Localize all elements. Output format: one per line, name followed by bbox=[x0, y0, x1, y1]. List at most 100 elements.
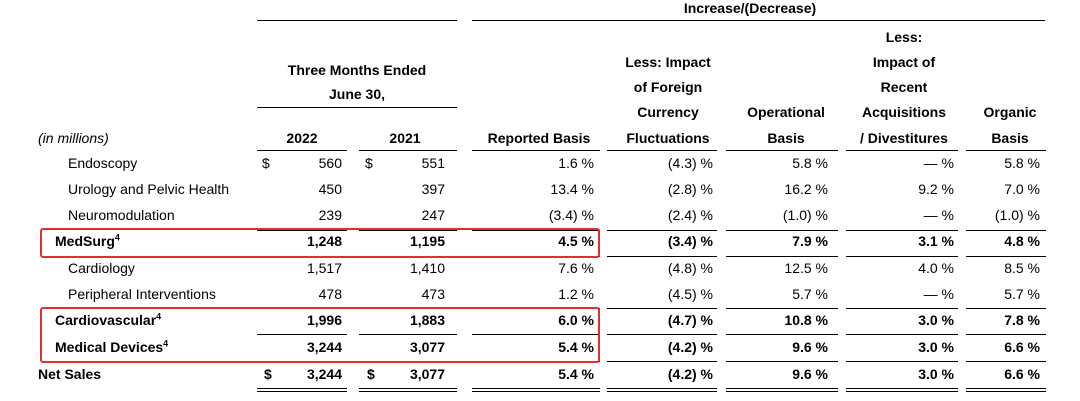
row-label: Cardiology bbox=[68, 260, 135, 276]
total-double-rule bbox=[607, 391, 717, 392]
acq-impact: 3.0 % bbox=[918, 366, 954, 382]
table-row: Medical Devices4 3,244 3,077 5.4 % (4.2)… bbox=[0, 339, 1080, 359]
subtotal-rule bbox=[966, 334, 1046, 335]
row-label: Urology and Pelvic Health bbox=[68, 181, 230, 197]
total-double-rule bbox=[359, 388, 457, 389]
acq-header-line5: / Divestitures bbox=[860, 130, 948, 146]
acq-impact: — % bbox=[923, 286, 954, 302]
organic-basis: 8.5 % bbox=[1004, 260, 1040, 276]
acq-header-line3: Recent bbox=[880, 79, 928, 95]
acq-impact: 4.0 % bbox=[918, 260, 954, 276]
footnote-marker: 4 bbox=[163, 338, 169, 349]
acq-header-line2: Impact of bbox=[872, 54, 936, 70]
operational-basis: 7.9 % bbox=[792, 233, 828, 249]
organic-basis: (1.0) % bbox=[994, 207, 1040, 223]
fx-impact: (4.3) % bbox=[667, 155, 713, 171]
subtotal-rule bbox=[607, 230, 717, 231]
subtotal-rule bbox=[607, 361, 717, 362]
year-2022-header: 2022 bbox=[286, 130, 318, 146]
subtotal-rule bbox=[966, 230, 1046, 231]
acq-impact: 9.2 % bbox=[918, 181, 954, 197]
highlight-box-medsurg bbox=[40, 228, 600, 258]
fx-impact: (4.2) % bbox=[667, 339, 713, 355]
row-label: Neuromodulation bbox=[68, 207, 175, 223]
total-double-rule bbox=[966, 388, 1046, 389]
total-double-rule bbox=[966, 391, 1046, 392]
header-rule-reported bbox=[472, 150, 600, 151]
subtotal-rule bbox=[966, 361, 1046, 362]
acq-impact: 3.0 % bbox=[918, 312, 954, 328]
value-2022: 450 bbox=[318, 181, 342, 197]
header-rule-acq bbox=[846, 150, 958, 151]
acq-header-line4: Acquisitions bbox=[861, 104, 946, 120]
increase-header-rule bbox=[472, 20, 1045, 21]
value-2022: 1,248 bbox=[306, 233, 342, 249]
operational-basis: 16.2 % bbox=[784, 181, 828, 197]
acq-impact: 3.0 % bbox=[918, 339, 954, 355]
in-millions-label: (in millions) bbox=[38, 130, 109, 146]
subtotal-rule bbox=[966, 256, 1046, 257]
row-label: Cardiovascular4 bbox=[55, 311, 162, 328]
total-double-rule bbox=[257, 391, 347, 392]
fx-header-line3: Currency bbox=[637, 104, 699, 120]
highlight-box-cardiovascular-medical-devices bbox=[40, 307, 600, 363]
fx-impact: (3.4) % bbox=[667, 233, 713, 249]
organic-basis: 6.6 % bbox=[1004, 366, 1040, 382]
operational-basis: 12.5 % bbox=[784, 260, 828, 276]
three-months-header-line2: June 30, bbox=[328, 86, 386, 102]
operational-basis: 5.7 % bbox=[792, 286, 828, 302]
subtotal-rule bbox=[966, 308, 1046, 309]
organic-basis: 5.7 % bbox=[1004, 286, 1040, 302]
organic-basis: 7.8 % bbox=[1004, 312, 1040, 328]
operational-basis: 10.8 % bbox=[784, 312, 828, 328]
reported-basis: 5.4 % bbox=[558, 366, 594, 382]
header-rule-fx bbox=[607, 150, 717, 151]
subtotal-rule bbox=[726, 256, 838, 257]
op-header-line2: Basis bbox=[767, 130, 805, 146]
row-label: Peripheral Interventions bbox=[68, 286, 216, 302]
subtotal-rule bbox=[846, 256, 958, 257]
fx-header-line2: of Foreign bbox=[633, 79, 703, 95]
fx-impact: (4.2) % bbox=[667, 366, 713, 382]
row-label: Endoscopy bbox=[68, 155, 138, 171]
operational-basis: 9.6 % bbox=[792, 339, 828, 355]
subtotal-rule bbox=[359, 334, 457, 335]
year-2021-header: 2021 bbox=[389, 130, 421, 146]
subtotal-rule bbox=[846, 308, 958, 309]
subtotal-rule bbox=[359, 230, 457, 231]
fx-impact: (2.8) % bbox=[667, 181, 713, 197]
table-row: Cardiovascular4 1,996 1,883 6.0 % (4.7) … bbox=[0, 312, 1080, 332]
header-rule-2022 bbox=[257, 150, 347, 151]
total-double-rule bbox=[607, 388, 717, 389]
reported-basis: 4.5 % bbox=[558, 233, 594, 249]
value-2021: 551 bbox=[421, 155, 445, 171]
fx-impact: (4.7) % bbox=[667, 312, 713, 328]
subtotal-rule bbox=[726, 361, 838, 362]
value-2021: 3,077 bbox=[409, 366, 445, 382]
value-2022: 478 bbox=[318, 286, 342, 302]
total-double-rule bbox=[726, 391, 838, 392]
row-label: Medical Devices4 bbox=[55, 338, 169, 355]
total-double-rule bbox=[846, 388, 958, 389]
operational-basis: (1.0) % bbox=[782, 207, 828, 223]
reported-basis: 1.2 % bbox=[558, 286, 594, 302]
table-row: Urology and Pelvic Health 450 397 13.4 %… bbox=[0, 181, 1080, 201]
subtotal-rule bbox=[607, 256, 717, 257]
value-2022: 239 bbox=[318, 207, 342, 223]
footnote-marker: 4 bbox=[114, 232, 120, 243]
total-double-rule bbox=[257, 388, 347, 389]
operational-basis: 9.6 % bbox=[792, 366, 828, 382]
header-rule-op bbox=[726, 150, 838, 151]
total-double-rule bbox=[359, 391, 457, 392]
increase-decrease-header: Increase/(Decrease) bbox=[683, 0, 817, 16]
acq-impact: — % bbox=[923, 155, 954, 171]
reported-basis: 13.4 % bbox=[550, 181, 594, 197]
currency-symbol: $ bbox=[262, 155, 270, 171]
acq-impact: 3.1 % bbox=[918, 233, 954, 249]
subtotal-rule bbox=[846, 230, 958, 231]
table-row: Cardiology 1,517 1,410 7.6 % (4.8) % 12.… bbox=[0, 260, 1080, 280]
total-double-rule bbox=[726, 388, 838, 389]
subtotal-rule bbox=[726, 230, 838, 231]
org-header-line1: Organic bbox=[983, 104, 1037, 120]
currency-symbol: $ bbox=[264, 366, 272, 382]
